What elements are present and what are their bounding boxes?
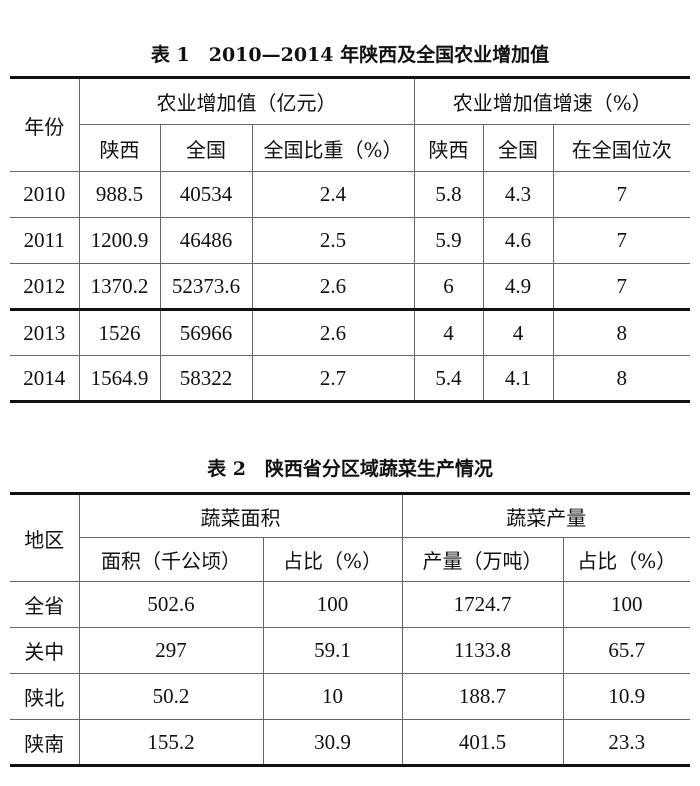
row-label: 2014	[10, 355, 80, 402]
table-cell: 7	[552, 171, 691, 218]
column-header: 全国	[159, 124, 253, 172]
column-header: 全国	[482, 124, 554, 172]
table-cell: 23.3	[562, 719, 690, 766]
group-header: 蔬菜产量	[401, 493, 690, 538]
table-cell: 297	[78, 627, 264, 674]
row-label: 全省	[10, 581, 80, 628]
table-cell: 988.5	[78, 171, 161, 218]
table-cell: 2.6	[251, 263, 415, 310]
column-header: 全国比重（%）	[251, 124, 415, 172]
table-cell: 2.7	[251, 355, 415, 402]
table-row: 2013 1526 56966 2.6 4 4 8	[10, 308, 691, 356]
table-row: 2011 1200.9 46486 2.5 5.9 4.6 7	[10, 217, 691, 264]
table-cell: 4.9	[482, 263, 554, 310]
table1-title: 表 1 2010—2014 年陕西及全国农业增加值	[150, 44, 550, 66]
table-cell: 10.9	[562, 673, 690, 720]
table-cell: 59.1	[262, 627, 403, 674]
column-header: 陕西	[79, 124, 161, 172]
table-cell: 5.4	[413, 355, 484, 402]
table-cell: 1370.2	[78, 263, 161, 310]
table-cell: 2.5	[251, 217, 415, 264]
column-header: 陕西	[413, 124, 484, 172]
table-cell: 4.6	[482, 217, 554, 264]
column-header: 占比（%）	[262, 537, 403, 582]
table-cell: 46486	[159, 217, 253, 264]
table-cell: 7	[552, 263, 691, 310]
table-row: 全省 502.6 100 1724.7 100	[10, 581, 690, 628]
table2: 地区 蔬菜面积 蔬菜产量 面积（千公顷） 占比（%） 产量（万吨） 占比（%） 全省 5…	[10, 492, 690, 767]
group-header: 农业增加值（亿元）	[78, 77, 415, 125]
table-cell: 65.7	[562, 627, 690, 674]
row-header: 地区	[10, 493, 80, 582]
table-cell: 1564.9	[78, 355, 161, 402]
row-label: 2011	[10, 217, 80, 264]
row-label: 陕南	[10, 719, 80, 766]
table-cell: 7	[552, 217, 691, 264]
column-header: 在全国位次	[552, 124, 691, 172]
row-label: 2013	[10, 308, 80, 356]
table-row: 2010 988.5 40534 2.4 5.8 4.3 7	[10, 171, 691, 218]
row-label: 陕北	[10, 673, 80, 720]
table-cell: 100	[562, 581, 690, 628]
table-cell: 502.6	[78, 581, 264, 628]
column-header: 占比（%）	[562, 537, 690, 582]
table-cell: 1133.8	[401, 627, 564, 674]
table-cell: 155.2	[78, 719, 264, 766]
column-header: 产量（万吨）	[401, 537, 564, 582]
table-cell: 1724.7	[401, 581, 564, 628]
table-row: 陕北 50.2 10 188.7 10.9	[10, 673, 690, 720]
table-cell: 8	[552, 355, 691, 402]
table-cell: 5.8	[413, 171, 484, 218]
table-cell: 4	[482, 308, 554, 356]
group-header: 蔬菜面积	[78, 493, 403, 538]
table-cell: 188.7	[401, 673, 564, 720]
group-header: 农业增加值增速（%）	[413, 77, 691, 125]
table-cell: 4.3	[482, 171, 554, 218]
table-cell: 2.6	[251, 308, 415, 356]
table-cell: 4.1	[482, 355, 554, 402]
table-row: 关中 297 59.1 1133.8 65.7	[10, 627, 690, 674]
table-cell: 52373.6	[159, 263, 253, 310]
table-cell: 100	[262, 581, 403, 628]
column-header: 面积（千公顷）	[79, 537, 264, 582]
table1: 年份 农业增加值（亿元） 农业增加值增速（%） 陕西 全国 全国比重（%） 陕西 全国在…	[10, 76, 691, 403]
table-row: 陕南 155.2 30.9 401.5 23.3	[10, 719, 690, 766]
table-cell: 56966	[159, 308, 253, 356]
table-cell: 401.5	[401, 719, 564, 766]
table-cell: 30.9	[262, 719, 403, 766]
table-cell: 6	[413, 263, 484, 310]
table-cell: 50.2	[78, 673, 264, 720]
table-cell: 1526	[78, 308, 161, 356]
table-cell: 5.9	[413, 217, 484, 264]
table-cell: 4	[413, 308, 484, 356]
table-cell: 2.4	[251, 171, 415, 218]
table-cell: 10	[262, 673, 403, 720]
row-label: 2010	[10, 171, 80, 218]
table2-title: 表 2 陕西省分区域蔬菜生产情况	[207, 458, 493, 480]
row-label: 2012	[10, 263, 80, 310]
row-label: 关中	[10, 627, 80, 674]
table-cell: 8	[552, 308, 691, 356]
table-row: 2014 1564.9 58322 2.7 5.4 4.1 8	[10, 355, 691, 402]
table-row: 2012 1370.2 52373.6 2.6 6 4.9 7	[10, 263, 691, 310]
table-cell: 1200.9	[78, 217, 161, 264]
row-header: 年份	[10, 77, 80, 172]
table-cell: 58322	[159, 355, 253, 402]
table-cell: 40534	[159, 171, 253, 218]
